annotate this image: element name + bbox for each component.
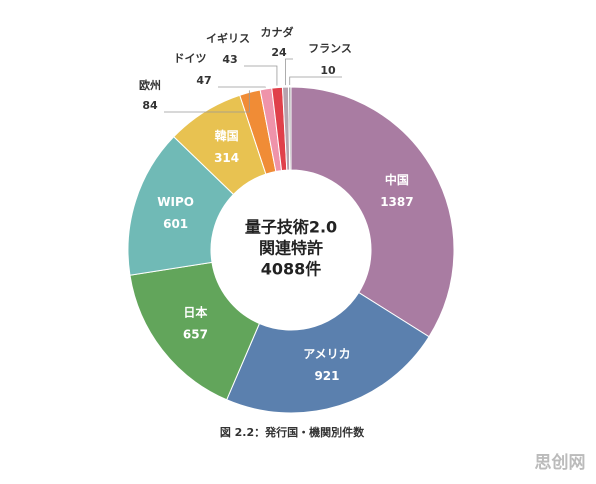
value-label: 921	[314, 369, 339, 383]
slice-label: イギリス	[206, 31, 250, 45]
value-label: 314	[214, 151, 239, 165]
leader-line	[285, 59, 293, 85]
slice-label: フランス	[308, 42, 352, 55]
slice-label: カナダ	[261, 25, 294, 39]
center-text: 4088件	[261, 260, 322, 279]
watermark: 思创网	[535, 452, 586, 473]
center-text: 関連特許	[259, 239, 323, 258]
slice-label: 韓国	[215, 128, 239, 143]
value-label: 43	[222, 53, 237, 66]
value-label: 24	[271, 46, 287, 59]
slice-label: アメリカ	[303, 347, 350, 361]
value-label: 657	[183, 328, 208, 342]
value-label: 10	[320, 64, 336, 77]
caption: 図 2.2：発行国・機関別件数	[220, 425, 365, 439]
slice-label: 日本	[183, 305, 207, 320]
slice-label: 欧州	[139, 78, 161, 92]
value-label: 601	[163, 217, 188, 231]
slice-label: WIPO	[157, 195, 194, 209]
value-label: 84	[142, 99, 158, 112]
value-label: 47	[196, 74, 211, 87]
center-text: 量子技術2.0	[245, 218, 337, 237]
slice-label: ドイツ	[174, 52, 207, 65]
leader-line	[244, 66, 277, 86]
leader-line	[290, 77, 342, 85]
slice	[291, 87, 454, 337]
value-label: 1387	[380, 195, 413, 209]
slice-label: 中国	[385, 172, 409, 187]
